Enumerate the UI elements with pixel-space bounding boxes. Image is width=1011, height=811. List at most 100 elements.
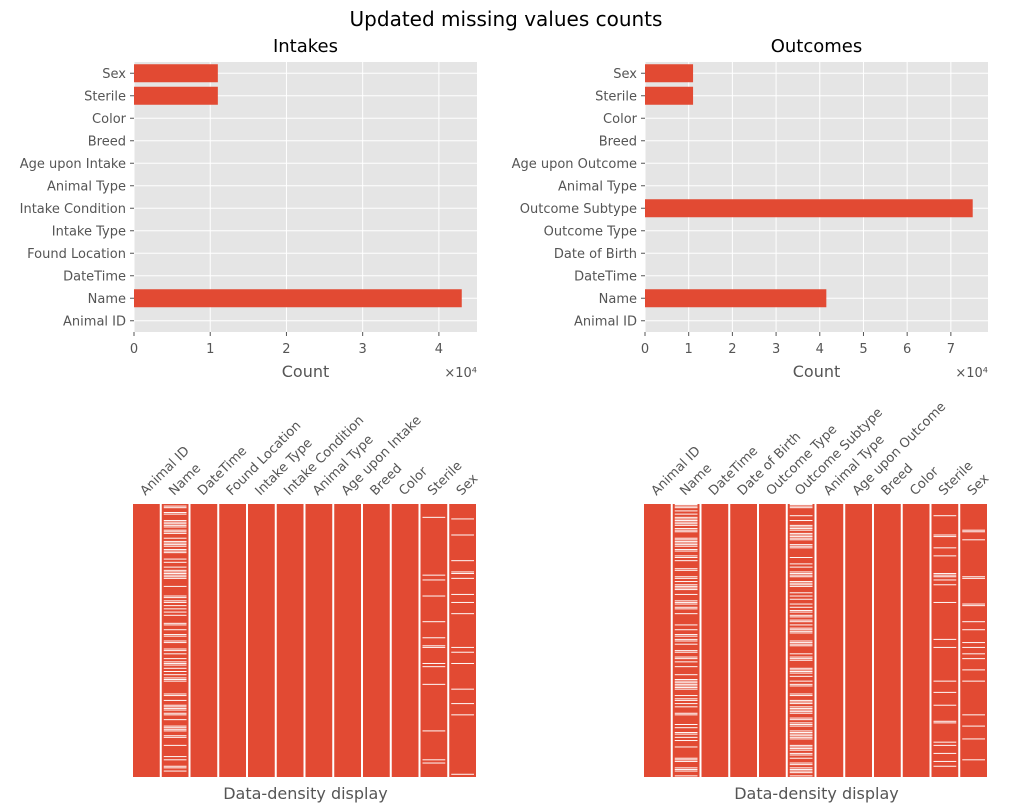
intakes-density-missing-row (422, 683, 446, 685)
intakes-density-missing-row (163, 704, 187, 706)
intakes-ytick-animal-type: Animal Type (47, 179, 126, 194)
outcomes-density-missing-row (674, 635, 698, 637)
outcomes-density-column-fill (816, 504, 844, 777)
outcomes-density-missing-row (962, 531, 985, 533)
outcomes-density-missing-row (674, 687, 698, 689)
intakes-density-column-animal-id (133, 504, 160, 777)
intakes-density-missing-row (422, 662, 446, 664)
outcomes-density-missing-row (674, 624, 698, 626)
outcomes-density-missing-row (789, 556, 813, 558)
intakes-density-missing-row (451, 662, 474, 664)
outcomes-density-missing-row (674, 634, 698, 636)
outcomes-density-column-fill (931, 504, 959, 777)
outcomes-density-missing-row (962, 725, 985, 727)
intakes-density-column-animal-type (305, 504, 333, 777)
intakes-bar-sex (134, 64, 218, 83)
outcomes-density-missing-row (789, 711, 813, 713)
outcomes-density-missing-row (789, 571, 813, 573)
intakes-density-missing-row (451, 703, 474, 705)
intakes-density-column-age-upon-intake (334, 504, 361, 777)
intakes-density-missing-row (163, 566, 187, 568)
outcomes-density-missing-row (789, 515, 813, 517)
outcomes-density-missing-row (789, 563, 813, 565)
intakes-density-column-intake-condition (276, 504, 304, 777)
outcomes-density-missing-row (789, 585, 813, 587)
outcomes-density-missing-row (789, 685, 813, 687)
outcomes-density-column-fill (874, 504, 901, 777)
outcomes-density-missing-row (674, 555, 698, 557)
outcomes-density-missing-row (789, 526, 813, 528)
outcomes-density-missing-row (933, 534, 957, 536)
intakes-density-missing-row (163, 727, 187, 729)
outcomes-density-missing-row (674, 674, 698, 676)
intakes-density-missing-row (163, 595, 187, 597)
intakes-density-missing-row (163, 605, 187, 607)
outcomes-density-missing-row (789, 609, 813, 611)
outcomes-density-missing-row (933, 741, 957, 743)
outcomes-density-missing-row (789, 619, 813, 621)
intakes-density-missing-row (451, 714, 474, 716)
intakes-bar-sterile (134, 86, 218, 105)
outcomes-density-missing-row (933, 760, 957, 762)
outcomes-density-missing-row (789, 539, 813, 541)
intakes-density-missing-row (451, 688, 474, 690)
outcomes-density-missing-row (674, 706, 698, 708)
outcomes-density-missing-row (674, 510, 698, 512)
outcomes-density-missing-row (674, 683, 698, 685)
outcomes-density-missing-row (789, 735, 813, 737)
outcomes-density-missing-row (674, 760, 698, 762)
outcomes-density-missing-row (933, 646, 957, 648)
intakes-density-missing-row (163, 695, 187, 697)
intakes-density-missing-row (163, 744, 187, 746)
outcomes-density-missing-row (789, 667, 813, 669)
intakes-density-column-fill (334, 504, 361, 777)
outcomes-density-missing-row (674, 695, 698, 697)
outcomes-ytick-date-of-birth: Date of Birth (554, 247, 637, 262)
intakes-xtick-label: 3 (359, 342, 367, 357)
outcomes-density-missing-row (674, 699, 698, 701)
outcomes-density-missing-row (789, 537, 813, 539)
outcomes-density-column-color (902, 504, 930, 777)
intakes-density-column-fill (305, 504, 333, 777)
outcomes-density-missing-row (674, 613, 698, 615)
intakes-density-missing-row (163, 585, 187, 587)
outcomes-density-missing-row (789, 701, 813, 703)
intakes-density-missing-row (163, 677, 187, 679)
intakes-density-missing-row (163, 730, 187, 732)
intakes-density-missing-row (163, 507, 187, 509)
outcomes-density-missing-row (789, 754, 813, 756)
outcomes-density-column-fill (759, 504, 786, 777)
outcomes-density-missing-row (789, 669, 813, 671)
intakes-density-missing-row (163, 601, 187, 603)
intakes-density-missing-row (163, 614, 187, 616)
intakes-density-xlabel: Data-density display (223, 784, 388, 803)
intakes-density-missing-row (163, 540, 187, 542)
outcomes-density-missing-row (674, 521, 698, 523)
outcomes-density-missing-row (789, 675, 813, 677)
outcomes-density-missing-row (962, 603, 985, 605)
outcomes-density-missing-row (789, 724, 813, 725)
intakes-xlabel: Count (282, 362, 330, 381)
outcomes-density-missing-row (789, 772, 813, 774)
outcomes-plot-background (645, 62, 988, 332)
outcomes-density-missing-row (933, 720, 957, 722)
outcomes-density-missing-row (789, 658, 813, 660)
intakes-density-missing-row (163, 537, 187, 539)
outcomes-density-missing-row (674, 603, 698, 605)
intakes-xtick-label: 2 (282, 342, 290, 357)
intakes-density-missing-row (163, 545, 187, 547)
outcomes-density-missing-row (789, 573, 813, 575)
intakes-density-missing-row (163, 561, 187, 563)
outcomes-ytick-name: Name (599, 292, 637, 307)
outcomes-density-missing-row (674, 556, 698, 558)
outcomes-density-column-fill (730, 504, 757, 777)
intakes-density-column-fill (248, 504, 275, 777)
intakes-ytick-datetime: DateTime (63, 269, 126, 284)
outcomes-ytick-sex: Sex (613, 67, 637, 82)
outcomes-density-missing-row (789, 611, 813, 613)
outcomes-density-missing-row (962, 539, 985, 541)
intakes-density-missing-row (163, 558, 187, 560)
outcomes-density-missing-row (933, 691, 957, 693)
outcomes-density-missing-row (674, 507, 698, 509)
